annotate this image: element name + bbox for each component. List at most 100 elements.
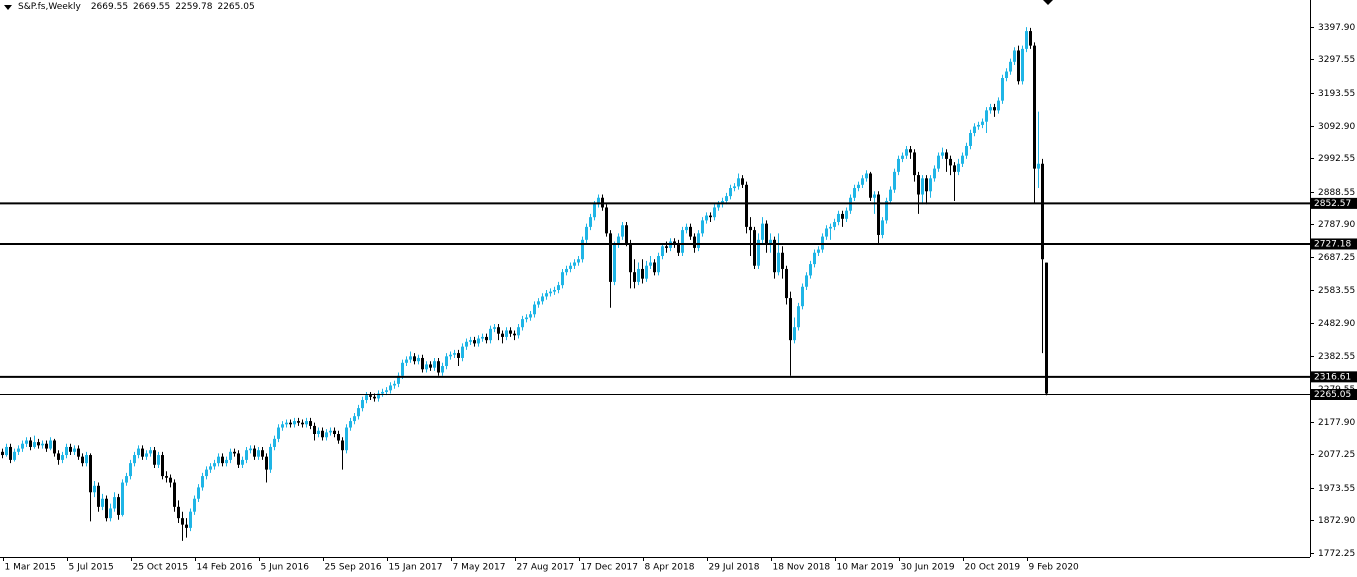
- candle-body: [277, 427, 280, 439]
- level-price-tag: [1311, 371, 1357, 383]
- y-tick-label: 2687.25: [1318, 253, 1355, 263]
- symbol-title: S&P.fs,Weekly: [18, 2, 81, 12]
- candle-body: [865, 173, 868, 179]
- candle-body: [657, 256, 660, 273]
- candle-body: [313, 425, 316, 435]
- candle-body: [409, 356, 412, 360]
- x-tick-label: 27 Aug 2017: [517, 563, 575, 573]
- candle-body: [617, 236, 620, 245]
- candle-body: [581, 239, 584, 260]
- candle-body: [557, 285, 560, 290]
- x-tick-label: 8 Apr 2018: [645, 563, 695, 573]
- candle-body: [793, 327, 796, 341]
- y-tick-label: 2992.55: [1318, 154, 1355, 164]
- candle-body: [877, 194, 880, 235]
- candle-body: [273, 438, 276, 447]
- candle-body: [197, 487, 200, 499]
- candle-body: [61, 455, 64, 460]
- candle-body: [205, 469, 208, 477]
- candle-body: [597, 197, 600, 205]
- candle-body: [693, 236, 696, 248]
- candle-body: [253, 448, 256, 457]
- candle-body: [113, 497, 116, 509]
- candle-body: [549, 291, 552, 294]
- candle-body: [681, 230, 684, 253]
- candle-body: [737, 178, 740, 187]
- candle-body: [89, 455, 92, 493]
- candle-body: [917, 175, 920, 195]
- candle-body: [813, 252, 816, 265]
- candle-body: [33, 442, 36, 447]
- candle-body: [121, 482, 124, 515]
- candle-body: [485, 336, 488, 341]
- candle-body: [97, 485, 100, 507]
- high-value: 2669.55: [133, 2, 171, 12]
- candle-body: [217, 456, 220, 464]
- shift-marker: [1043, 0, 1053, 5]
- candle-body: [789, 298, 792, 341]
- candle-body: [809, 264, 812, 276]
- candle-body: [1037, 163, 1040, 169]
- candle-body: [141, 448, 144, 457]
- candle-body: [965, 145, 968, 156]
- candle-body: [457, 353, 460, 358]
- candle-body: [725, 196, 728, 201]
- candle-body: [81, 456, 84, 464]
- candle-body: [473, 340, 476, 344]
- candle-body: [1041, 163, 1044, 260]
- candle-body: [913, 152, 916, 176]
- candle-body: [561, 272, 564, 286]
- candle-body: [953, 165, 956, 172]
- candle-body: [505, 330, 508, 337]
- y-tick-label: 1973.55: [1318, 484, 1355, 494]
- candle-body: [265, 456, 268, 470]
- candle-body: [209, 466, 212, 470]
- candle-body: [237, 453, 240, 465]
- candle-body: [641, 268, 644, 279]
- candle-body: [373, 396, 376, 399]
- candle-body: [605, 207, 608, 234]
- candle-body: [417, 357, 420, 362]
- candle-body: [305, 421, 308, 425]
- candle-body: [57, 453, 60, 460]
- candle-body: [697, 233, 700, 248]
- candle-body: [341, 440, 344, 451]
- candle-body: [817, 249, 820, 253]
- candle-body: [329, 430, 332, 433]
- candle-body: [309, 421, 312, 426]
- candle-body: [929, 178, 932, 192]
- candle-body: [905, 149, 908, 156]
- candle-body: [353, 416, 356, 422]
- candle-body: [533, 304, 536, 315]
- candle-body: [841, 213, 844, 219]
- candle-body: [781, 252, 784, 269]
- candle-body: [713, 207, 716, 218]
- candle-body: [749, 226, 752, 231]
- candle-body: [513, 333, 516, 336]
- candle-body: [989, 107, 992, 111]
- candle-body: [65, 446, 68, 456]
- candle-body: [333, 430, 336, 435]
- candle-body: [1025, 31, 1028, 49]
- candle-body: [437, 361, 440, 373]
- x-tick-label: 5 Jun 2016: [261, 563, 310, 573]
- candle-body: [161, 455, 164, 477]
- candle-body: [349, 421, 352, 428]
- candle-body: [497, 327, 500, 334]
- candle-body: [1017, 50, 1020, 82]
- candle-body: [317, 430, 320, 435]
- candle-body: [289, 422, 292, 425]
- level-price-label: 2265.05: [1314, 390, 1351, 400]
- x-tick-label: 1 Mar 2015: [5, 563, 56, 573]
- candle-body: [933, 168, 936, 179]
- candle-body: [889, 189, 892, 201]
- candle-body: [589, 217, 592, 227]
- candle-body: [765, 223, 768, 244]
- candle-body: [949, 158, 952, 166]
- candle-body: [833, 222, 836, 227]
- candle-body: [717, 204, 720, 208]
- candle-body: [469, 340, 472, 342]
- candle-body: [961, 155, 964, 164]
- candle-body: [29, 440, 32, 447]
- chart-header: S&P.fs,Weekly 2669.55 2669.55 2259.78 22…: [4, 2, 255, 12]
